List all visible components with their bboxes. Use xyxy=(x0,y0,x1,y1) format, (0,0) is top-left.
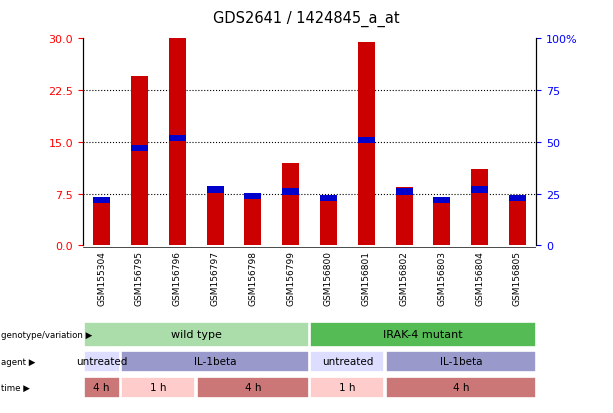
Text: IRAK-4 mutant: IRAK-4 mutant xyxy=(383,329,463,339)
Text: genotype/variation ▶: genotype/variation ▶ xyxy=(1,330,93,339)
Bar xyxy=(282,189,299,195)
Text: GSM156804: GSM156804 xyxy=(475,250,484,305)
Bar xyxy=(93,201,110,246)
Bar xyxy=(245,193,261,199)
Bar xyxy=(433,197,451,246)
Text: GSM156796: GSM156796 xyxy=(173,250,182,305)
Text: IL-1beta: IL-1beta xyxy=(194,356,236,366)
Text: 4 h: 4 h xyxy=(452,382,469,392)
Bar xyxy=(320,197,337,246)
Bar xyxy=(386,377,536,398)
Bar xyxy=(320,195,337,201)
Bar xyxy=(310,377,384,398)
Text: GSM156802: GSM156802 xyxy=(400,250,409,305)
Text: wild type: wild type xyxy=(171,329,221,339)
Bar xyxy=(197,377,309,398)
Bar xyxy=(207,187,224,246)
Bar xyxy=(93,197,110,204)
Text: 4 h: 4 h xyxy=(93,382,110,392)
Bar xyxy=(395,189,413,195)
Text: GSM156805: GSM156805 xyxy=(513,250,522,305)
Bar xyxy=(310,323,536,347)
Bar xyxy=(433,197,451,204)
Bar xyxy=(245,197,261,246)
Bar xyxy=(83,377,120,398)
Bar xyxy=(471,187,488,193)
Bar xyxy=(83,323,309,347)
Text: 1 h: 1 h xyxy=(339,382,356,392)
Bar xyxy=(471,170,488,246)
Text: GDS2641 / 1424845_a_at: GDS2641 / 1424845_a_at xyxy=(213,10,400,27)
Text: untreated: untreated xyxy=(76,356,128,366)
Bar xyxy=(169,39,186,246)
Text: IL-1beta: IL-1beta xyxy=(440,356,482,366)
Text: GSM155304: GSM155304 xyxy=(97,250,106,305)
Text: GSM156801: GSM156801 xyxy=(362,250,371,305)
Bar xyxy=(509,197,526,246)
Bar xyxy=(395,187,413,246)
Bar xyxy=(83,351,120,373)
Text: time ▶: time ▶ xyxy=(1,383,30,392)
Bar xyxy=(169,135,186,141)
Text: GSM156803: GSM156803 xyxy=(437,250,446,305)
Bar xyxy=(131,77,148,246)
Text: GSM156798: GSM156798 xyxy=(248,250,257,305)
Bar xyxy=(386,351,536,373)
Text: GSM156799: GSM156799 xyxy=(286,250,295,305)
Bar xyxy=(131,146,148,152)
Text: untreated: untreated xyxy=(322,356,373,366)
Text: GSM156800: GSM156800 xyxy=(324,250,333,305)
Bar xyxy=(282,163,299,246)
Bar xyxy=(509,195,526,201)
Text: agent ▶: agent ▶ xyxy=(1,357,36,366)
Bar xyxy=(121,377,196,398)
Bar xyxy=(310,351,384,373)
Bar xyxy=(207,187,224,193)
Text: GSM156797: GSM156797 xyxy=(210,250,219,305)
Bar xyxy=(121,351,309,373)
Text: 4 h: 4 h xyxy=(245,382,261,392)
Text: 1 h: 1 h xyxy=(150,382,167,392)
Text: GSM156795: GSM156795 xyxy=(135,250,144,305)
Bar xyxy=(358,137,375,143)
Bar xyxy=(358,43,375,246)
